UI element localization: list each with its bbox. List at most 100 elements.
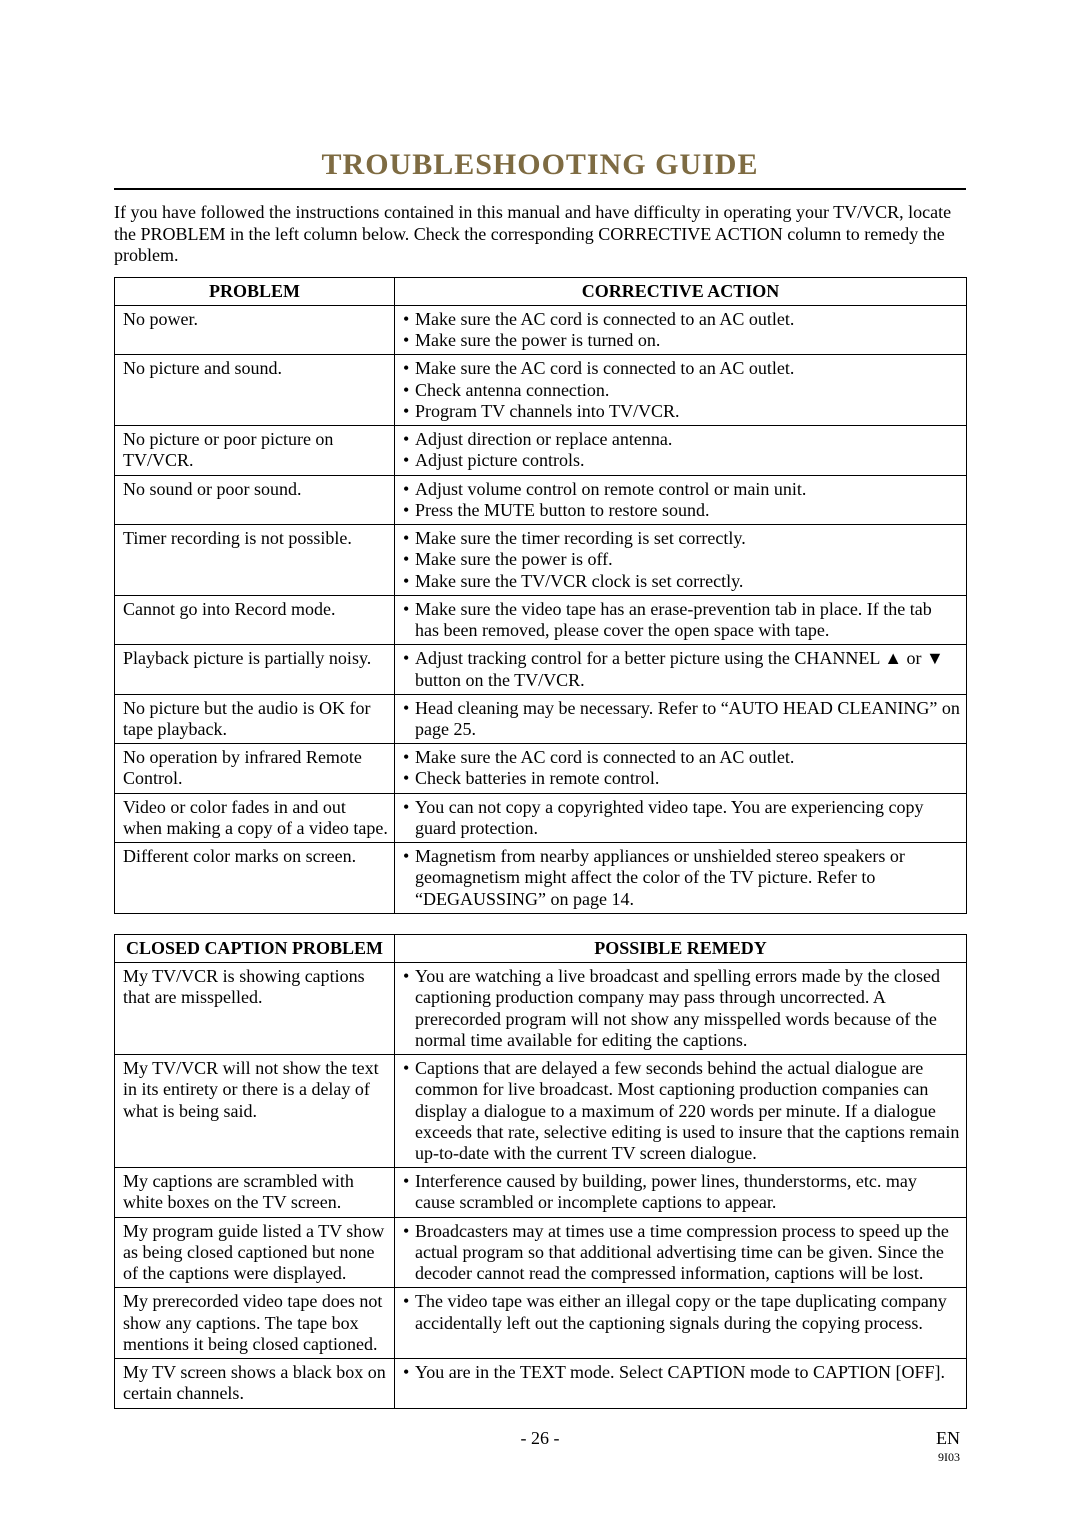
action-item: Make sure the power is off. xyxy=(403,549,960,570)
action-cell: Make sure the video tape has an erase-pr… xyxy=(395,595,967,644)
problem-cell: No operation by infrared Remote Control. xyxy=(115,744,395,793)
page-title: TROUBLESHOOTING GUIDE xyxy=(114,148,966,182)
problem-cell: My TV/VCR will not show the text in its … xyxy=(115,1055,395,1168)
table-row: Different color marks on screen.Magnetis… xyxy=(115,843,967,914)
manual-page: TROUBLESHOOTING GUIDE If you have follow… xyxy=(0,0,1080,1528)
problem-cell: My TV screen shows a black box on certai… xyxy=(115,1359,395,1408)
action-list: You are watching a live broadcast and sp… xyxy=(403,966,960,1051)
table-row: Playback picture is partially noisy.Adju… xyxy=(115,645,967,694)
problem-cell: No sound or poor sound. xyxy=(115,475,395,524)
action-item: Magnetism from nearby appliances or unsh… xyxy=(403,846,960,910)
problem-cell: No picture or poor picture on TV/VCR. xyxy=(115,426,395,475)
table-gap xyxy=(114,914,966,934)
action-list: Make sure the AC cord is connected to an… xyxy=(403,358,960,422)
action-item: Make sure the power is turned on. xyxy=(403,330,960,351)
action-item: Make sure the AC cord is connected to an… xyxy=(403,747,960,768)
problem-cell: No power. xyxy=(115,306,395,355)
problem-cell: Cannot go into Record mode. xyxy=(115,595,395,644)
content-block: TROUBLESHOOTING GUIDE If you have follow… xyxy=(114,148,966,1409)
action-item: Press the MUTE button to restore sound. xyxy=(403,500,960,521)
action-cell: Make sure the AC cord is connected to an… xyxy=(395,306,967,355)
action-list: Broadcasters may at times use a time com… xyxy=(403,1221,960,1285)
problem-cell: Video or color fades in and out when mak… xyxy=(115,793,395,842)
action-item: Adjust direction or replace antenna. xyxy=(403,429,960,450)
table-row: Timer recording is not possible. Make sur… xyxy=(115,525,967,596)
action-item: Broadcasters may at times use a time com… xyxy=(403,1221,960,1285)
action-list: Make sure the AC cord is connected to an… xyxy=(403,309,960,351)
table-row: My TV/VCR is showing captions that are m… xyxy=(115,963,967,1055)
action-item: Check antenna connection. xyxy=(403,380,960,401)
action-list: Make sure the video tape has an erase-pr… xyxy=(403,599,960,641)
table1-header-problem: PROBLEM xyxy=(115,277,395,305)
action-item: Make sure the TV/VCR clock is set correc… xyxy=(403,571,960,592)
troubleshooting-table: PROBLEM CORRECTIVE ACTION No power.Make … xyxy=(114,277,967,914)
table2-header-remedy: POSSIBLE REMEDY xyxy=(395,934,967,962)
action-item: The video tape was either an illegal cop… xyxy=(403,1291,960,1333)
table-row: My captions are scrambled with white box… xyxy=(115,1168,967,1217)
problem-cell: My prerecorded video tape does not show … xyxy=(115,1288,395,1359)
problem-cell: Timer recording is not possible. xyxy=(115,525,395,596)
table-row: No operation by infrared Remote Control.… xyxy=(115,744,967,793)
title-rule xyxy=(114,188,966,190)
action-cell: Adjust tracking control for a better pic… xyxy=(395,645,967,694)
action-list: Adjust tracking control for a better pic… xyxy=(403,648,960,690)
problem-cell: My program guide listed a TV show as bei… xyxy=(115,1217,395,1288)
action-list: Adjust direction or replace antenna.Adju… xyxy=(403,429,960,471)
action-item: You are in the TEXT mode. Select CAPTION… xyxy=(403,1362,960,1383)
closed-caption-table: CLOSED CAPTION PROBLEM POSSIBLE REMEDY M… xyxy=(114,934,967,1409)
action-cell: Captions that are delayed a few seconds … xyxy=(395,1055,967,1168)
problem-cell: My TV/VCR is showing captions that are m… xyxy=(115,963,395,1055)
action-cell: Interference caused by building, power l… xyxy=(395,1168,967,1217)
table-row: Cannot go into Record mode.Make sure the… xyxy=(115,595,967,644)
action-list: Magnetism from nearby appliances or unsh… xyxy=(403,846,960,910)
action-list: Adjust volume control on remote control … xyxy=(403,479,960,521)
action-cell: Make sure the AC cord is connected to an… xyxy=(395,744,967,793)
action-item: Head cleaning may be necessary. Refer to… xyxy=(403,698,960,740)
action-item: Check batteries in remote control. xyxy=(403,768,960,789)
action-list: The video tape was either an illegal cop… xyxy=(403,1291,960,1333)
table-row: No power. Make sure the AC cord is connec… xyxy=(115,306,967,355)
table-row: No picture but the audio is OK for tape … xyxy=(115,694,967,743)
action-list: Interference caused by building, power l… xyxy=(403,1171,960,1213)
action-list: You can not copy a copyrighted video tap… xyxy=(403,797,960,839)
table-row: My TV screen shows a black box on certai… xyxy=(115,1359,967,1408)
table2-header-problem: CLOSED CAPTION PROBLEM xyxy=(115,934,395,962)
action-cell: Make sure the AC cord is connected to an… xyxy=(395,355,967,426)
action-item: Make sure the video tape has an erase-pr… xyxy=(403,599,960,641)
action-list: Make sure the AC cord is connected to an… xyxy=(403,747,960,789)
intro-text: If you have followed the instructions co… xyxy=(114,202,966,267)
action-item: Make sure the AC cord is connected to an… xyxy=(403,358,960,379)
action-list: Head cleaning may be necessary. Refer to… xyxy=(403,698,960,740)
table-row: My TV/VCR will not show the text in its … xyxy=(115,1055,967,1168)
action-cell: The video tape was either an illegal cop… xyxy=(395,1288,967,1359)
action-cell: You are in the TEXT mode. Select CAPTION… xyxy=(395,1359,967,1408)
action-item: Program TV channels into TV/VCR. xyxy=(403,401,960,422)
action-cell: Adjust direction or replace antenna.Adju… xyxy=(395,426,967,475)
action-item: Captions that are delayed a few seconds … xyxy=(403,1058,960,1164)
action-item: Make sure the timer recording is set cor… xyxy=(403,528,960,549)
page-number: - 26 - xyxy=(0,1428,1080,1449)
problem-cell: No picture but the audio is OK for tape … xyxy=(115,694,395,743)
problem-cell: Different color marks on screen. xyxy=(115,843,395,914)
action-item: Interference caused by building, power l… xyxy=(403,1171,960,1213)
problem-cell: No picture and sound. xyxy=(115,355,395,426)
table-row: My prerecorded video tape does not show … xyxy=(115,1288,967,1359)
table-row: Video or color fades in and out when mak… xyxy=(115,793,967,842)
action-cell: Make sure the timer recording is set cor… xyxy=(395,525,967,596)
table-row: My program guide listed a TV show as bei… xyxy=(115,1217,967,1288)
problem-cell: My captions are scrambled with white box… xyxy=(115,1168,395,1217)
action-item: Adjust tracking control for a better pic… xyxy=(403,648,960,690)
action-cell: Magnetism from nearby appliances or unsh… xyxy=(395,843,967,914)
action-item: Adjust picture controls. xyxy=(403,450,960,471)
table-row: No picture and sound. Make sure the AC co… xyxy=(115,355,967,426)
footer-code: 9I03 xyxy=(938,1450,960,1465)
action-cell: Head cleaning may be necessary. Refer to… xyxy=(395,694,967,743)
action-item: You can not copy a copyrighted video tap… xyxy=(403,797,960,839)
action-list: Captions that are delayed a few seconds … xyxy=(403,1058,960,1164)
problem-cell: Playback picture is partially noisy. xyxy=(115,645,395,694)
table-row: No sound or poor sound. Adjust volume con… xyxy=(115,475,967,524)
action-item: Make sure the AC cord is connected to an… xyxy=(403,309,960,330)
action-cell: Broadcasters may at times use a time com… xyxy=(395,1217,967,1288)
action-item: Adjust volume control on remote control … xyxy=(403,479,960,500)
action-cell: Adjust volume control on remote control … xyxy=(395,475,967,524)
